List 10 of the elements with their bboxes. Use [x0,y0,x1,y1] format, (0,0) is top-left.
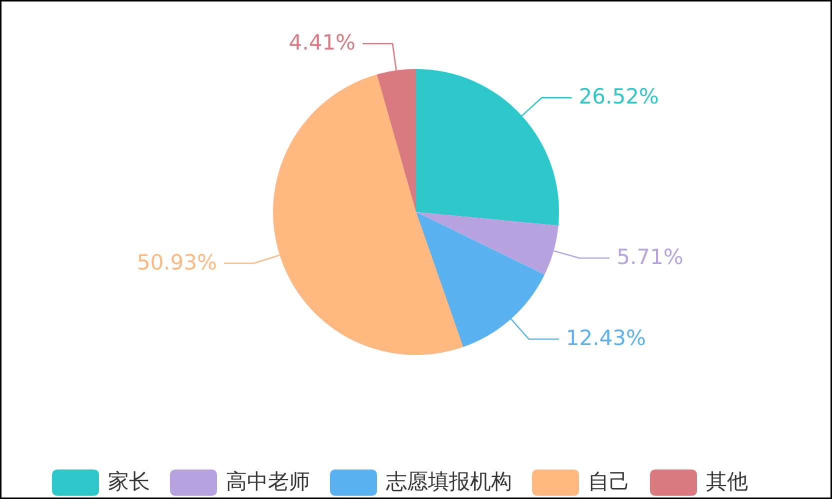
data-label: 12.43% [566,326,646,350]
data-label: 5.71% [616,245,684,270]
legend-label: 志愿填报机构 [386,470,512,494]
legend-label: 高中老师 [226,470,310,494]
legend-label: 家长 [108,470,150,494]
legend-label: 自己 [588,470,630,494]
data-label: 4.41% [288,30,356,55]
data-label: 50.93% [136,250,217,274]
legend-label: 其他 [706,470,748,494]
data-label: 26.52% [578,84,659,109]
